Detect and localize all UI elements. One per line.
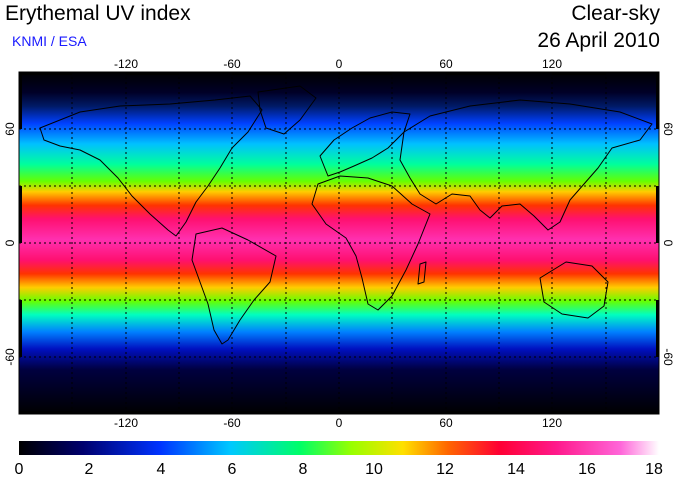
lat-tick-label-right: 60 bbox=[661, 122, 675, 136]
lon-tick-label-top: 60 bbox=[439, 57, 453, 71]
colorbar-tick-label: 14 bbox=[507, 461, 525, 478]
mode-label: Clear-sky bbox=[571, 2, 660, 25]
colorbar-tick-label: 18 bbox=[645, 461, 663, 478]
lat-tick-label-right: -60 bbox=[661, 348, 675, 366]
colorbar-tick-label: 8 bbox=[299, 461, 308, 478]
map-title: Erythemal UV index bbox=[5, 2, 191, 25]
lat-tick-label-left: 0 bbox=[3, 239, 17, 246]
colorbar-tick-label: 4 bbox=[157, 461, 166, 478]
madagascar-outline bbox=[417, 261, 427, 285]
frame-checker-border bbox=[19, 72, 659, 414]
colorbar bbox=[19, 441, 659, 455]
date-label: 26 April 2010 bbox=[537, 29, 660, 52]
colorbar-tick-label: 12 bbox=[436, 461, 454, 478]
lat-tick-label-right: 0 bbox=[661, 240, 675, 247]
lon-tick-label-bottom: -60 bbox=[223, 416, 241, 430]
lon-tick-label-top: 120 bbox=[542, 57, 562, 71]
lon-tick-label-bottom: 120 bbox=[542, 416, 562, 430]
lat-tick-label-left: -60 bbox=[3, 348, 17, 366]
graticule bbox=[19, 72, 659, 414]
colorbar-tick-label: 0 bbox=[15, 461, 24, 478]
colorbar-tick-label: 10 bbox=[365, 461, 383, 478]
lon-tick-label-bottom: 60 bbox=[439, 416, 453, 430]
continent-outlines bbox=[39, 85, 653, 345]
australia-outline bbox=[539, 261, 609, 319]
lon-tick-label-top: -120 bbox=[114, 57, 138, 71]
asia-outline bbox=[399, 99, 653, 231]
credit-label: KNMI / ESA bbox=[12, 33, 87, 49]
lon-tick-label-bottom: -120 bbox=[114, 416, 138, 430]
lat-tick-label-left: 60 bbox=[3, 122, 17, 136]
colorbar-tick-label: 6 bbox=[228, 461, 237, 478]
south-america-outline bbox=[191, 227, 277, 345]
lon-tick-label-top: 0 bbox=[336, 57, 343, 71]
lon-tick-label-bottom: 0 bbox=[336, 416, 343, 430]
europe-outline bbox=[319, 111, 411, 177]
colorbar-tick-label: 2 bbox=[85, 461, 94, 478]
north-america-outline bbox=[39, 95, 263, 237]
greenland-outline bbox=[257, 85, 317, 135]
lon-tick-label-top: -60 bbox=[223, 57, 241, 71]
colorbar-tick-label: 16 bbox=[578, 461, 596, 478]
